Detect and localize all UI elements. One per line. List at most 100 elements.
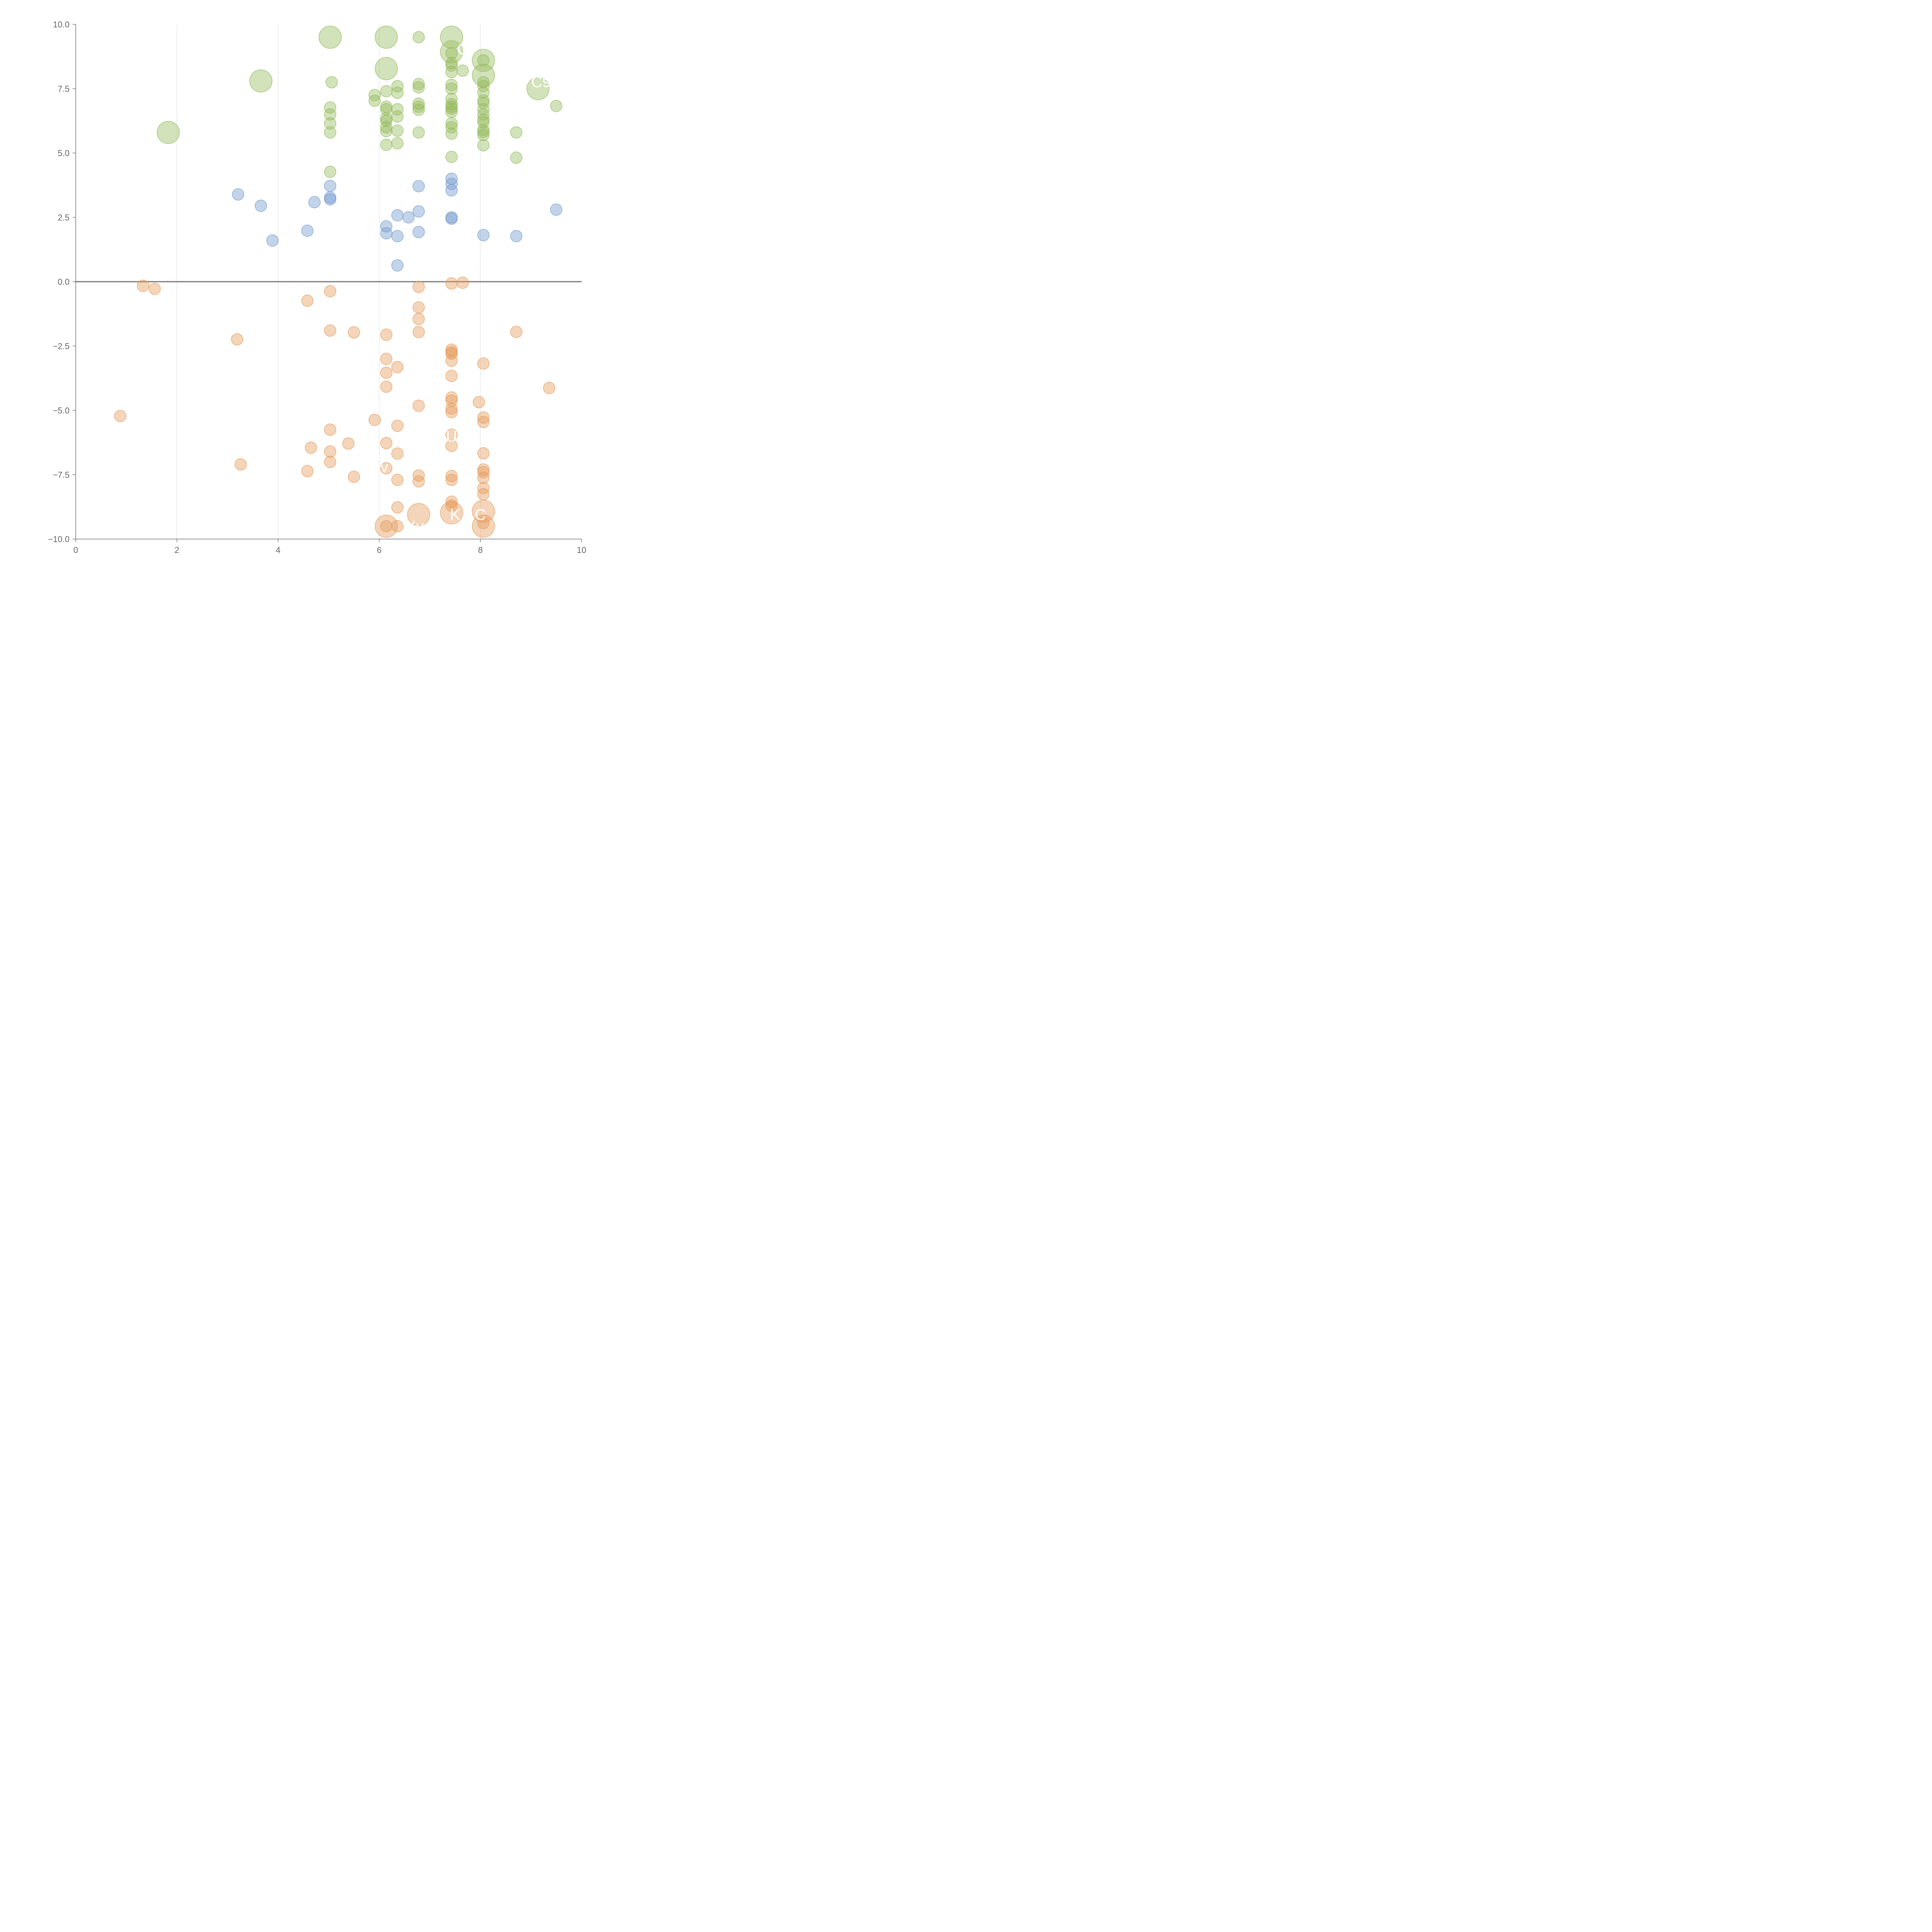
data-point	[440, 40, 463, 64]
x-tick-label: 6	[377, 545, 381, 555]
data-point	[472, 49, 495, 72]
data-point	[374, 514, 398, 538]
data-point	[412, 78, 425, 90]
data-point	[391, 137, 404, 150]
data-point	[477, 482, 490, 494]
x-tick-label: 10	[577, 545, 586, 555]
y-tick-label: −2.5	[53, 342, 70, 351]
data-point	[510, 326, 522, 338]
y-tick-label: −10.0	[48, 534, 70, 544]
data-point	[477, 80, 490, 92]
data-point	[407, 503, 430, 526]
data-point	[368, 95, 381, 107]
data-point	[391, 501, 404, 514]
data-point	[550, 203, 563, 216]
data-point	[391, 447, 404, 460]
data-point	[301, 294, 314, 307]
y-tick-label: 0.0	[58, 277, 70, 287]
data-point	[477, 126, 490, 138]
point-label: K	[450, 507, 460, 524]
point-label: C	[475, 507, 486, 524]
y-tick-label: 10.0	[53, 20, 70, 29]
x-tick-label: 0	[73, 545, 78, 555]
data-point	[324, 324, 337, 337]
axes: 0 2 4 6 8 10 10.0 7.5 5.0 2.5 0.0 −2.5 −5.0 −7.5 −10.0	[48, 20, 586, 555]
data-point	[380, 380, 393, 393]
y-tick-label: 5.0	[58, 148, 70, 158]
data-point	[445, 78, 458, 91]
data-point	[324, 117, 337, 130]
data-point	[380, 115, 393, 127]
data-point	[156, 121, 180, 144]
data-point	[234, 458, 247, 471]
data-point	[324, 456, 337, 468]
point-label: U	[446, 428, 457, 445]
bubble-chart: 0 2 4 6 8 10 10.0 7.5 5.0 2.5 0.0 −2.5 −5.0 −7.5 −10.0…	[48, 20, 586, 555]
x-tick-label: 8	[478, 545, 483, 555]
data-point	[412, 97, 425, 110]
data-point	[526, 77, 550, 100]
data-point	[477, 54, 490, 66]
point-label: v	[380, 459, 388, 476]
data-point	[391, 230, 404, 242]
data-point	[456, 276, 469, 289]
data-point	[445, 499, 458, 512]
data-point	[477, 76, 490, 88]
data-point	[232, 188, 244, 201]
data-point	[445, 495, 458, 508]
data-point	[412, 475, 425, 488]
data-point	[445, 277, 458, 290]
data-point	[445, 370, 458, 382]
data-point	[380, 125, 393, 138]
data-point	[445, 128, 458, 140]
data-point	[231, 333, 243, 345]
data-point	[342, 437, 355, 450]
data-point	[391, 87, 404, 99]
data-point	[445, 391, 458, 404]
data-point	[445, 82, 458, 95]
data-point	[412, 281, 425, 293]
data-point	[324, 423, 337, 436]
data-point	[477, 357, 490, 370]
data-point	[445, 470, 458, 482]
data-point	[325, 76, 338, 88]
data-point	[477, 488, 490, 500]
point-label: C9	[531, 74, 551, 91]
data-point	[324, 193, 337, 206]
data-point	[477, 416, 490, 428]
data-point	[380, 328, 393, 341]
data-points	[114, 26, 563, 538]
data-point	[412, 104, 425, 116]
data-point	[380, 85, 393, 97]
data-point	[445, 213, 458, 225]
data-point	[301, 465, 314, 477]
data-point	[477, 103, 490, 116]
data-point	[324, 285, 337, 298]
data-point	[477, 447, 490, 459]
data-point	[380, 437, 393, 449]
data-point	[412, 313, 425, 325]
data-point	[543, 382, 555, 394]
data-point	[324, 180, 337, 192]
data-point	[550, 100, 563, 112]
x-tick-label: 4	[276, 545, 280, 555]
data-point	[412, 301, 425, 314]
data-point	[391, 110, 404, 123]
data-point	[374, 57, 398, 80]
data-point	[445, 354, 458, 367]
data-point	[445, 440, 458, 452]
data-point	[148, 282, 161, 295]
data-point	[301, 224, 314, 237]
data-point	[380, 121, 393, 134]
data-point	[412, 226, 425, 238]
data-point	[368, 413, 381, 426]
data-point	[402, 211, 415, 224]
data-point	[412, 326, 425, 338]
data-point	[477, 94, 490, 107]
point-label: C	[457, 41, 468, 58]
data-point	[391, 420, 404, 432]
data-point	[412, 31, 425, 44]
y-tick-label: 7.5	[58, 84, 70, 94]
data-point	[445, 117, 458, 130]
data-point	[380, 227, 393, 240]
